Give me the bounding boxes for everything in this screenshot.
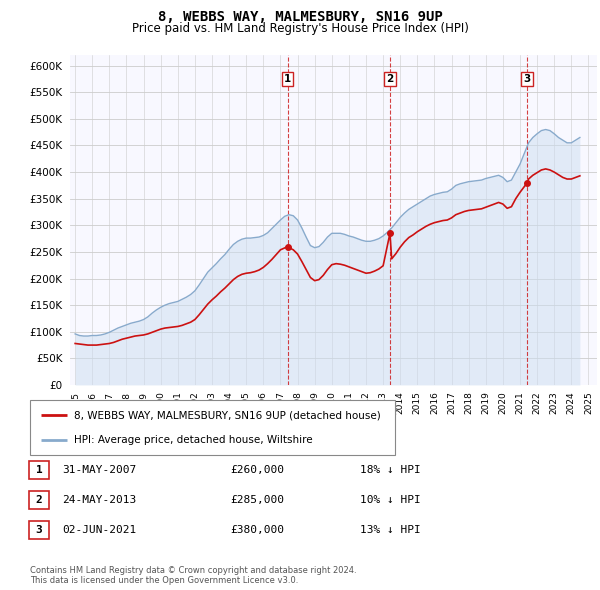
Text: 1: 1 (284, 74, 291, 84)
Text: 3: 3 (35, 525, 43, 535)
Text: 1: 1 (35, 465, 43, 475)
Text: Contains HM Land Registry data © Crown copyright and database right 2024.: Contains HM Land Registry data © Crown c… (30, 566, 356, 575)
Text: 31-MAY-2007: 31-MAY-2007 (62, 465, 136, 475)
Text: £380,000: £380,000 (230, 525, 284, 535)
Text: 3: 3 (524, 74, 531, 84)
Text: 02-JUN-2021: 02-JUN-2021 (62, 525, 136, 535)
Text: £260,000: £260,000 (230, 465, 284, 475)
FancyBboxPatch shape (29, 491, 49, 509)
Text: 8, WEBBS WAY, MALMESBURY, SN16 9UP (detached house): 8, WEBBS WAY, MALMESBURY, SN16 9UP (deta… (74, 411, 380, 421)
Text: 2: 2 (386, 74, 394, 84)
Text: HPI: Average price, detached house, Wiltshire: HPI: Average price, detached house, Wilt… (74, 435, 313, 445)
Text: 8, WEBBS WAY, MALMESBURY, SN16 9UP: 8, WEBBS WAY, MALMESBURY, SN16 9UP (158, 9, 442, 24)
Text: 24-MAY-2013: 24-MAY-2013 (62, 495, 136, 505)
Text: 13% ↓ HPI: 13% ↓ HPI (360, 525, 421, 535)
Text: 18% ↓ HPI: 18% ↓ HPI (360, 465, 421, 475)
Text: 10% ↓ HPI: 10% ↓ HPI (360, 495, 421, 505)
Text: £285,000: £285,000 (230, 495, 284, 505)
FancyBboxPatch shape (29, 521, 49, 539)
Text: This data is licensed under the Open Government Licence v3.0.: This data is licensed under the Open Gov… (30, 576, 298, 585)
FancyBboxPatch shape (29, 461, 49, 479)
Text: Price paid vs. HM Land Registry's House Price Index (HPI): Price paid vs. HM Land Registry's House … (131, 22, 469, 35)
Text: 2: 2 (35, 495, 43, 505)
FancyBboxPatch shape (30, 400, 395, 455)
